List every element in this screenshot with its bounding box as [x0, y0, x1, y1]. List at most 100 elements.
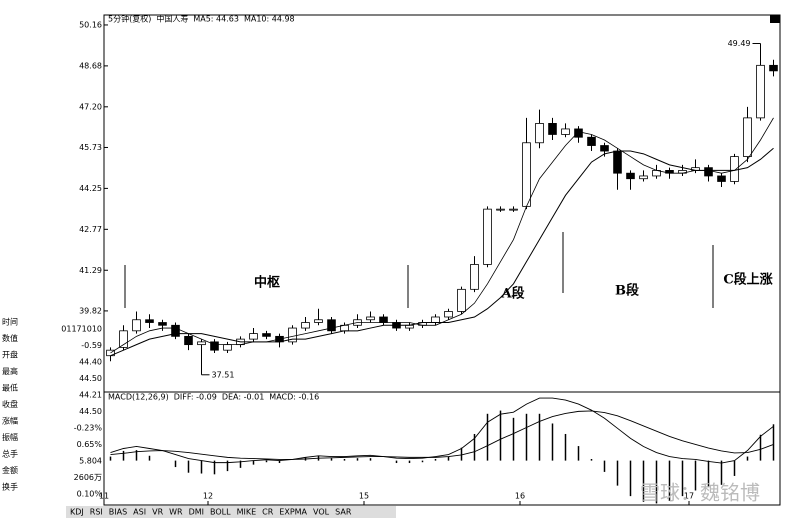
header-text: MA10: 44.98 [244, 15, 295, 24]
info-value: 01171010 [61, 325, 102, 334]
y-tick-label: 47.20 [79, 102, 102, 111]
candle-body [561, 128, 570, 135]
info-label: 开盘 [2, 350, 18, 360]
high-label: 49.49 [728, 39, 751, 48]
candle-body [470, 264, 479, 290]
info-label: 时间 [2, 317, 18, 327]
macd-header-text: MACD(12,26,9) [108, 393, 169, 402]
plot-frame [103, 14, 781, 506]
indicator-tab[interactable]: BIAS [109, 508, 127, 517]
indicator-tab[interactable]: RSI [90, 508, 103, 517]
candle-body [158, 322, 167, 326]
candle-body [704, 167, 713, 177]
indicator-tab[interactable]: VR [152, 508, 163, 517]
y-tick-label: 50.16 [79, 20, 102, 29]
ma-line [110, 117, 774, 354]
info-value: 44.50 [79, 374, 102, 383]
candle-body [184, 335, 193, 346]
x-tick-label: 11 [99, 492, 109, 501]
info-value: 0.65% [77, 440, 103, 449]
indicator-tab[interactable]: SAR [335, 508, 352, 517]
info-label: 收盘 [2, 399, 18, 409]
candle-body [535, 123, 544, 144]
info-label: 金额 [2, 465, 18, 475]
indicator-tab[interactable]: ASI [133, 508, 146, 517]
indicator-tab[interactable]: WR [169, 508, 183, 517]
candle-body [301, 322, 310, 329]
segment-label: B段 [615, 283, 639, 299]
indicator-tab[interactable]: MIKE [237, 508, 257, 517]
candle-body [171, 324, 180, 337]
x-tick-label: 17 [684, 492, 694, 501]
candle-body [262, 333, 271, 337]
info-value: -0.23% [74, 424, 103, 433]
info-label: 最低 [2, 383, 18, 393]
info-value: 2606万 [74, 473, 102, 482]
indicator-tab[interactable]: DMI [189, 508, 204, 517]
y-tick-label: 48.68 [79, 61, 102, 70]
info-label: 最高 [2, 366, 18, 376]
macd-header-text: DIFF: -0.09 [174, 393, 217, 402]
info-label: 涨幅 [2, 416, 18, 426]
info-value: 44.21 [79, 391, 102, 400]
low-label: 37.51 [212, 370, 235, 379]
candle-body [574, 128, 583, 138]
indicator-tab[interactable]: CR [262, 508, 274, 517]
candle-body [366, 316, 375, 321]
candle-body [132, 319, 141, 332]
candle-body [639, 175, 648, 180]
candle-body [743, 117, 752, 157]
candle-body [210, 341, 219, 351]
candle-body [288, 327, 297, 343]
watermark: 雪球：魏铭博 [640, 481, 760, 505]
candle-body [431, 316, 440, 323]
candle-body [327, 319, 336, 332]
corner-box [770, 15, 780, 23]
segment-label: 中枢 [254, 275, 280, 291]
indicator-tab[interactable]: EXPMA [279, 508, 307, 517]
candle-body [613, 150, 622, 174]
info-value: 44.50 [79, 407, 102, 416]
candle-body [548, 123, 557, 135]
y-tick-label: 41.29 [79, 266, 102, 275]
candle-body [197, 341, 206, 346]
candle-body [522, 142, 531, 207]
candle-body [457, 288, 466, 312]
info-value: -0.59 [81, 341, 102, 350]
segment-label: A段 [500, 286, 524, 302]
candle-body [444, 311, 453, 318]
y-tick-label: 45.73 [79, 143, 102, 152]
info-label: 换手 [2, 482, 18, 492]
info-value: 0.10% [77, 490, 103, 499]
candle-body [223, 344, 232, 351]
x-tick-label: 16 [515, 492, 525, 501]
candle-body [509, 208, 518, 211]
info-value: 44.40 [79, 358, 102, 367]
candle-body [496, 208, 505, 211]
indicator-tab[interactable]: KDJ [70, 508, 84, 517]
info-label: 振幅 [2, 432, 18, 442]
header-text: 5分钟(复权) [108, 14, 151, 24]
info-value: 5.804 [79, 457, 102, 466]
header-text: MA5: 44.63 [193, 15, 239, 24]
info-label: 总手 [2, 449, 18, 459]
candle-body [626, 172, 635, 180]
macd-header-text: MACD: -0.16 [269, 393, 319, 402]
candle-body [314, 319, 323, 323]
candle-body [249, 333, 258, 340]
ma-line [110, 147, 774, 357]
segment-label: C段上涨 [723, 272, 772, 288]
candle-body [769, 64, 778, 72]
indicator-tab[interactable]: BOLL [210, 508, 231, 517]
y-tick-label: 44.25 [79, 184, 102, 193]
candle-body [587, 136, 596, 146]
candle-body [379, 316, 388, 323]
candle-body [756, 64, 765, 119]
info-label: 数值 [2, 333, 18, 343]
tab-bar [66, 506, 396, 518]
diff-line [110, 397, 774, 464]
candle-body [483, 208, 492, 265]
indicator-tab[interactable]: VOL [313, 508, 330, 517]
candle-body [730, 156, 739, 182]
